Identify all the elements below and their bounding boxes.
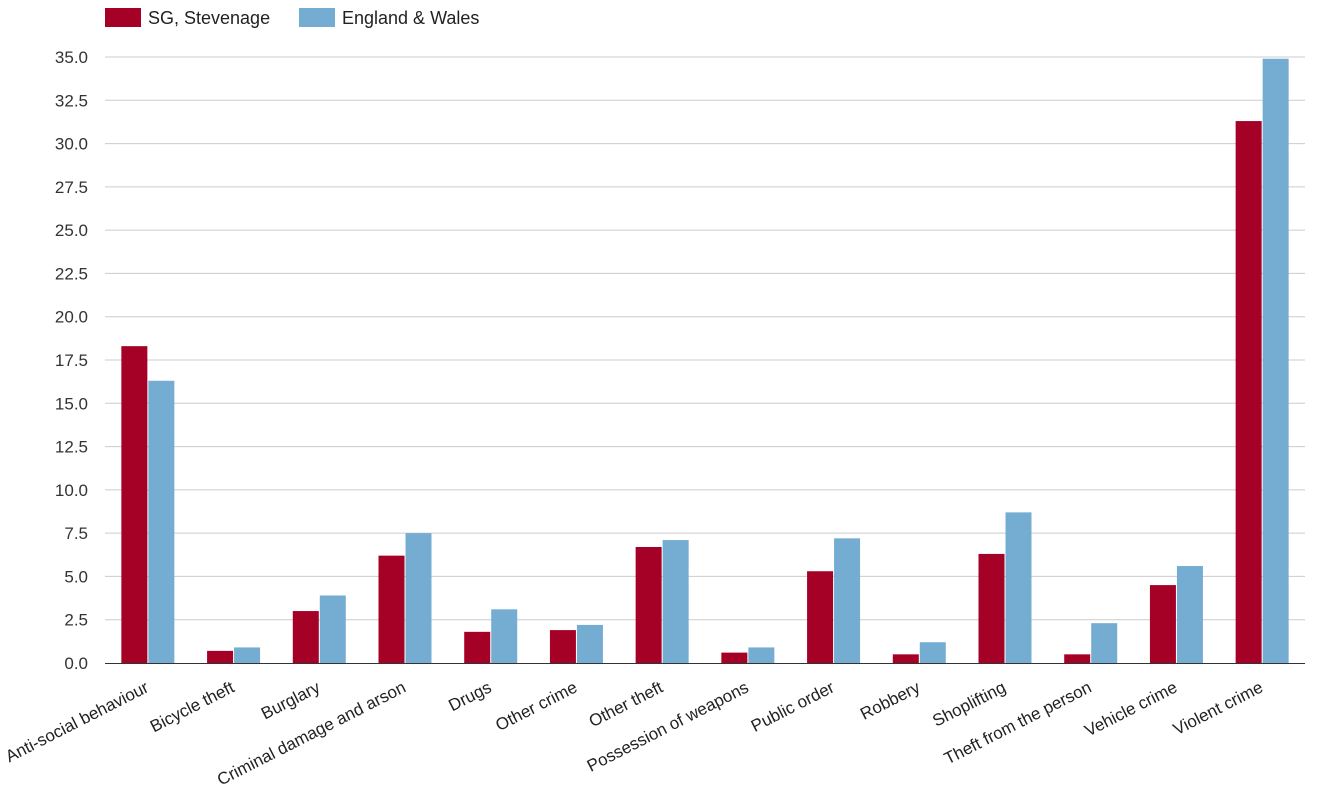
bar-england-wales[interactable] — [491, 609, 518, 663]
bar-england-wales[interactable] — [576, 624, 603, 663]
bars — [121, 58, 1289, 663]
x-tick-label: Public order — [748, 677, 838, 735]
gridlines — [105, 56, 1305, 621]
bar-stevenage[interactable] — [1064, 654, 1091, 663]
legend-label-stevenage: SG, Stevenage — [148, 8, 270, 28]
y-tick-label: 27.5 — [55, 178, 88, 197]
bar-stevenage[interactable] — [207, 650, 234, 663]
legend-swatch-stevenage — [105, 8, 141, 27]
bar-england-wales[interactable] — [148, 380, 175, 663]
bar-stevenage[interactable] — [292, 611, 319, 663]
y-tick-label: 20.0 — [55, 308, 88, 327]
bar-stevenage[interactable] — [464, 631, 491, 663]
y-tick-label: 17.5 — [55, 351, 88, 370]
y-tick-label: 25.0 — [55, 221, 88, 240]
bar-england-wales[interactable] — [1176, 566, 1203, 663]
y-tick-label: 0.0 — [64, 654, 88, 673]
y-tick-label: 5.0 — [64, 567, 88, 586]
y-axis: 0.0 2.5 5.0 7.5 10.0 12.5 15.0 17.5 20.0 22.5 25.0… — [55, 48, 88, 673]
legend: SG, Stevenage England & Wales — [105, 8, 479, 28]
bar-england-wales[interactable] — [234, 647, 261, 663]
legend-item-stevenage[interactable]: SG, Stevenage — [105, 8, 270, 28]
legend-swatch-england-wales — [299, 8, 335, 27]
y-tick-label: 35.0 — [55, 48, 88, 67]
bar-england-wales[interactable] — [834, 538, 861, 663]
bar-stevenage[interactable] — [978, 553, 1005, 663]
bar-stevenage[interactable] — [721, 652, 748, 663]
y-tick-label: 22.5 — [55, 264, 88, 283]
legend-item-england-wales[interactable]: England & Wales — [299, 8, 479, 28]
bar-stevenage[interactable] — [121, 346, 148, 663]
y-tick-label: 7.5 — [64, 524, 88, 543]
bar-england-wales[interactable] — [1091, 623, 1118, 663]
bar-england-wales[interactable] — [1005, 512, 1032, 663]
x-tick-label: Violent crime — [1170, 678, 1266, 739]
bar-england-wales[interactable] — [319, 595, 346, 663]
y-tick-label: 15.0 — [55, 394, 88, 413]
y-tick-label: 10.0 — [55, 481, 88, 500]
x-tick-label: Vehicle crime — [1082, 678, 1181, 741]
x-tick-label: Possession of weapons — [584, 678, 752, 776]
x-tick-label: Bicycle theft — [147, 678, 238, 737]
bar-stevenage[interactable] — [378, 555, 405, 663]
bar-stevenage[interactable] — [892, 654, 919, 663]
bar-england-wales[interactable] — [1262, 58, 1289, 663]
y-tick-label: 32.5 — [55, 91, 88, 110]
bar-england-wales[interactable] — [405, 533, 432, 663]
bar-england-wales[interactable] — [919, 642, 946, 663]
bar-england-wales[interactable] — [662, 540, 689, 663]
x-tick-label: Anti-social behaviour — [2, 677, 152, 766]
x-tick-label: Burglary — [258, 677, 323, 723]
y-tick-label: 12.5 — [55, 438, 88, 457]
bar-stevenage[interactable] — [1235, 121, 1262, 663]
bar-stevenage[interactable] — [549, 630, 576, 663]
x-tick-label: Drugs — [445, 678, 494, 716]
bar-stevenage[interactable] — [635, 546, 662, 663]
x-tick-label: Theft from the person — [941, 678, 1094, 769]
bar-stevenage[interactable] — [1149, 585, 1176, 663]
y-tick-label: 30.0 — [55, 135, 88, 154]
x-tick-label: Robbery — [857, 677, 923, 723]
bar-england-wales[interactable] — [748, 647, 775, 663]
x-tick-label: Other crime — [493, 678, 581, 735]
y-tick-label: 2.5 — [64, 611, 88, 630]
bar-stevenage[interactable] — [807, 571, 834, 663]
legend-label-england-wales: England & Wales — [342, 8, 479, 28]
